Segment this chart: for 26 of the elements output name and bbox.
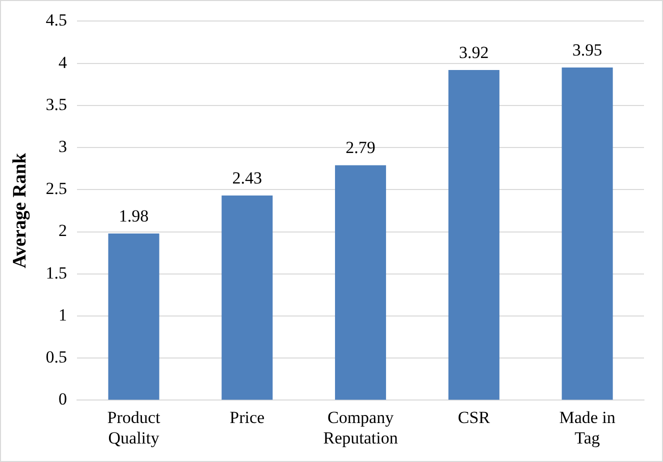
- y-tick-label: 4: [58, 52, 68, 72]
- data-label: 1.98: [118, 206, 149, 226]
- data-label: 2.79: [346, 138, 376, 158]
- y-tick-label: 1.5: [46, 263, 68, 282]
- x-tick-label: CSR: [458, 408, 491, 427]
- y-tick-label: 2.5: [46, 179, 68, 198]
- y-tick-label: 3: [58, 137, 68, 156]
- bar: [562, 68, 613, 400]
- x-tick-label: Product Quality: [107, 408, 160, 448]
- data-label: 3.92: [459, 43, 489, 62]
- y-tick-label: 3.5: [46, 94, 68, 114]
- y-axis-title: Average Rank: [9, 152, 30, 268]
- y-tick-label: 0.5: [46, 348, 68, 367]
- y-tick-label: 2: [58, 221, 68, 240]
- y-tick-label: 1: [58, 305, 68, 324]
- x-tick-label: Price: [230, 408, 265, 427]
- y-tick-label: 4.5: [46, 10, 68, 30]
- bar: [448, 70, 500, 400]
- y-tick-label: 0: [58, 390, 68, 409]
- data-label: 2.43: [232, 168, 262, 188]
- x-tick-label: Company Reputation: [323, 408, 398, 448]
- bar: [335, 165, 386, 400]
- data-label: 3.95: [572, 40, 602, 60]
- x-tick-label: Made in Tag: [559, 408, 616, 448]
- bar: [222, 196, 273, 400]
- bar: [108, 233, 160, 400]
